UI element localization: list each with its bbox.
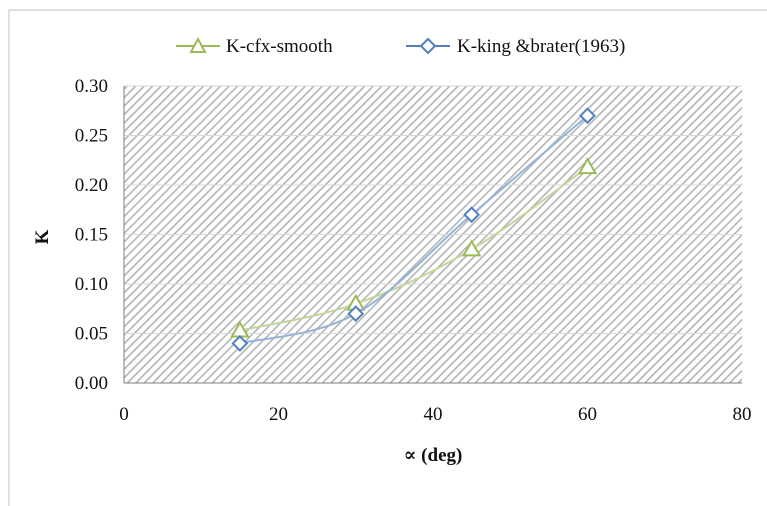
x-tick-label: 80 — [733, 404, 752, 425]
x-tick-label: 20 — [269, 404, 288, 425]
y-tick-label: 0.15 — [75, 225, 108, 246]
diamond-marker — [231, 334, 249, 352]
legend-label-cfx: K-cfx-smooth — [226, 36, 333, 57]
legend-label-king: K-king &brater(1963) — [457, 36, 625, 57]
series-layer — [230, 107, 598, 352]
grid-lines — [124, 85, 742, 334]
triangle-marker — [461, 239, 482, 257]
series-king — [231, 107, 596, 352]
x-tick-labels: 0 20 40 60 80 — [119, 404, 751, 425]
y-tick-label: 0.25 — [75, 126, 108, 147]
legend-diamond-marker-icon — [419, 37, 437, 55]
x-axis-title: ∝ (deg) — [404, 445, 463, 466]
series-line — [239, 166, 589, 332]
diamond-marker — [579, 107, 596, 125]
y-tick-label: 0.05 — [75, 324, 108, 345]
diamond-marker — [463, 206, 481, 224]
series-line — [239, 114, 589, 345]
legend-triangle-marker-icon — [189, 36, 207, 53]
x-tick-label: 40 — [424, 404, 443, 425]
y-axis-title: K — [32, 229, 53, 244]
y-tick-label: 0.20 — [75, 175, 108, 196]
legend-item-king: K-king &brater(1963) — [406, 36, 625, 57]
triangle-marker — [577, 157, 598, 175]
axes — [123, 86, 742, 384]
legend: K-cfx-smooth K-king &brater(1963) — [176, 36, 625, 57]
y-tick-label: 0.30 — [75, 76, 108, 97]
y-tick-label: 0.10 — [75, 274, 108, 295]
diamond-marker — [347, 305, 365, 323]
x-tick-label: 0 — [119, 404, 129, 425]
legend-item-cfx: K-cfx-smooth — [176, 36, 333, 57]
y-tick-label: 0.00 — [75, 373, 108, 394]
y-tick-labels: 0.00 0.05 0.10 0.15 0.20 0.25 0.30 — [75, 76, 108, 394]
x-tick-label: 60 — [578, 404, 597, 425]
